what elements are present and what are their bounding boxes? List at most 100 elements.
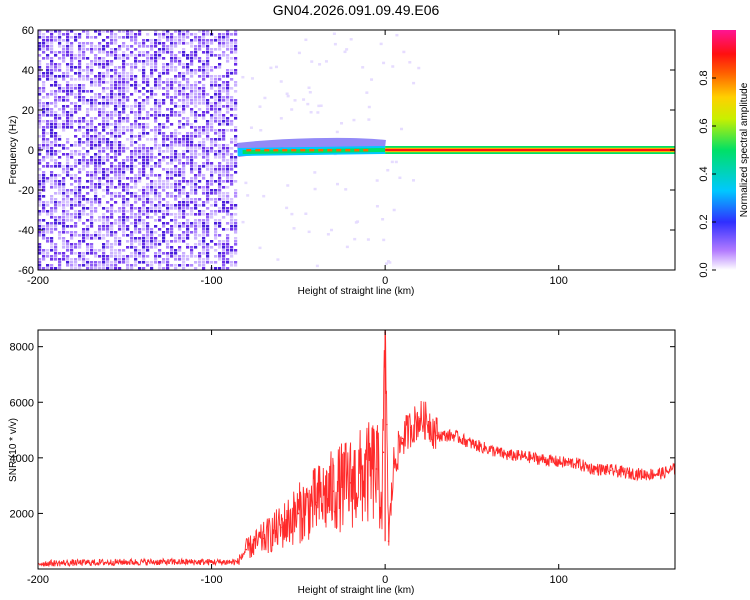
noise-cell xyxy=(118,210,122,213)
noise-cell xyxy=(146,162,150,165)
snr-plot-area xyxy=(38,330,675,567)
noise-cell xyxy=(226,258,230,261)
snr-point xyxy=(366,473,369,476)
noise-cell xyxy=(158,99,162,102)
noise-cell xyxy=(206,150,210,153)
noise-cell xyxy=(102,237,106,240)
noise-cell xyxy=(118,162,122,165)
noise-cell xyxy=(166,264,170,267)
figure-title: GN04.2026.091.09.49.E06 xyxy=(273,2,440,18)
noise-cell xyxy=(190,60,194,63)
noise-cell xyxy=(222,105,226,108)
noise-cell xyxy=(138,135,142,138)
noise-cell xyxy=(142,123,146,126)
noise-cell xyxy=(206,168,210,171)
noise-cell xyxy=(46,138,50,141)
noise-cell xyxy=(138,213,142,216)
noise-cell xyxy=(202,138,206,141)
noise-cell xyxy=(202,84,206,87)
noise-cell xyxy=(102,75,106,78)
noise-cell xyxy=(42,111,46,114)
noise-cell xyxy=(38,162,42,165)
noise-cell xyxy=(158,240,162,243)
noise-cell xyxy=(42,228,46,231)
noise-cell xyxy=(90,63,94,66)
noise-cell xyxy=(158,264,162,267)
noise-cell xyxy=(38,93,42,96)
noise-cell xyxy=(106,192,110,195)
noise-cell xyxy=(134,54,138,57)
snr-point xyxy=(662,472,664,474)
noise-cell xyxy=(90,81,94,84)
noise-cell xyxy=(50,228,54,231)
noise-cell xyxy=(198,99,202,102)
noise-cell xyxy=(42,204,46,207)
noise-cell xyxy=(86,171,90,174)
noise-cell xyxy=(170,213,174,216)
noise-cell xyxy=(345,48,349,51)
noise-cell xyxy=(54,222,58,225)
noise-cell xyxy=(142,81,146,84)
noise-cell xyxy=(78,129,82,132)
noise-cell xyxy=(90,162,94,165)
noise-cell xyxy=(54,66,58,69)
noise-cell xyxy=(326,233,330,236)
noise-cell xyxy=(198,258,202,261)
noise-cell xyxy=(202,201,206,204)
noise-cell xyxy=(158,75,162,78)
noise-cell xyxy=(274,65,278,69)
noise-cell xyxy=(154,108,158,111)
noise-cell xyxy=(142,165,146,168)
noise-cell xyxy=(234,51,238,54)
noise-cell xyxy=(90,237,94,240)
noise-cell xyxy=(174,171,178,174)
noise-cell xyxy=(182,240,186,243)
noise-cell xyxy=(114,234,118,237)
noise-cell xyxy=(102,72,106,75)
noise-cell xyxy=(158,36,162,39)
noise-cell xyxy=(186,57,190,60)
noise-cell xyxy=(182,111,186,114)
noise-cell xyxy=(102,45,106,48)
noise-cell xyxy=(174,225,178,228)
noise-cell xyxy=(134,219,138,222)
noise-cell xyxy=(202,246,206,249)
noise-cell xyxy=(62,48,66,51)
noise-cell xyxy=(78,105,82,108)
noise-cell xyxy=(94,249,98,252)
noise-cell xyxy=(230,45,234,48)
noise-cell xyxy=(38,231,42,234)
noise-cell xyxy=(98,216,102,219)
noise-cell xyxy=(308,91,312,94)
noise-cell xyxy=(218,186,222,189)
noise-cell xyxy=(118,72,122,75)
noise-cell xyxy=(162,222,166,225)
noise-cell xyxy=(154,255,158,258)
noise-cell xyxy=(174,36,178,39)
noise-cell xyxy=(110,81,114,84)
noise-cell xyxy=(42,132,46,135)
noise-cell xyxy=(90,36,94,39)
noise-cell xyxy=(150,147,154,150)
noise-cell xyxy=(170,264,174,267)
noise-cell xyxy=(182,168,186,171)
noise-cell xyxy=(46,156,50,159)
noise-cell xyxy=(198,252,202,255)
noise-cell xyxy=(86,231,90,234)
noise-cell xyxy=(190,147,194,150)
noise-cell xyxy=(98,81,102,84)
noise-cell xyxy=(146,231,150,234)
noise-cell xyxy=(42,45,46,48)
signal-hot-cell xyxy=(318,149,324,152)
noise-cell xyxy=(186,258,190,261)
noise-cell xyxy=(198,48,202,51)
noise-cell xyxy=(412,81,416,85)
noise-cell xyxy=(90,216,94,219)
noise-cell xyxy=(142,72,146,75)
noise-cell xyxy=(234,150,238,153)
noise-cell xyxy=(182,48,186,51)
noise-cell xyxy=(198,213,202,216)
noise-cell xyxy=(182,75,186,78)
noise-cell xyxy=(98,180,102,183)
noise-cell xyxy=(46,141,50,144)
